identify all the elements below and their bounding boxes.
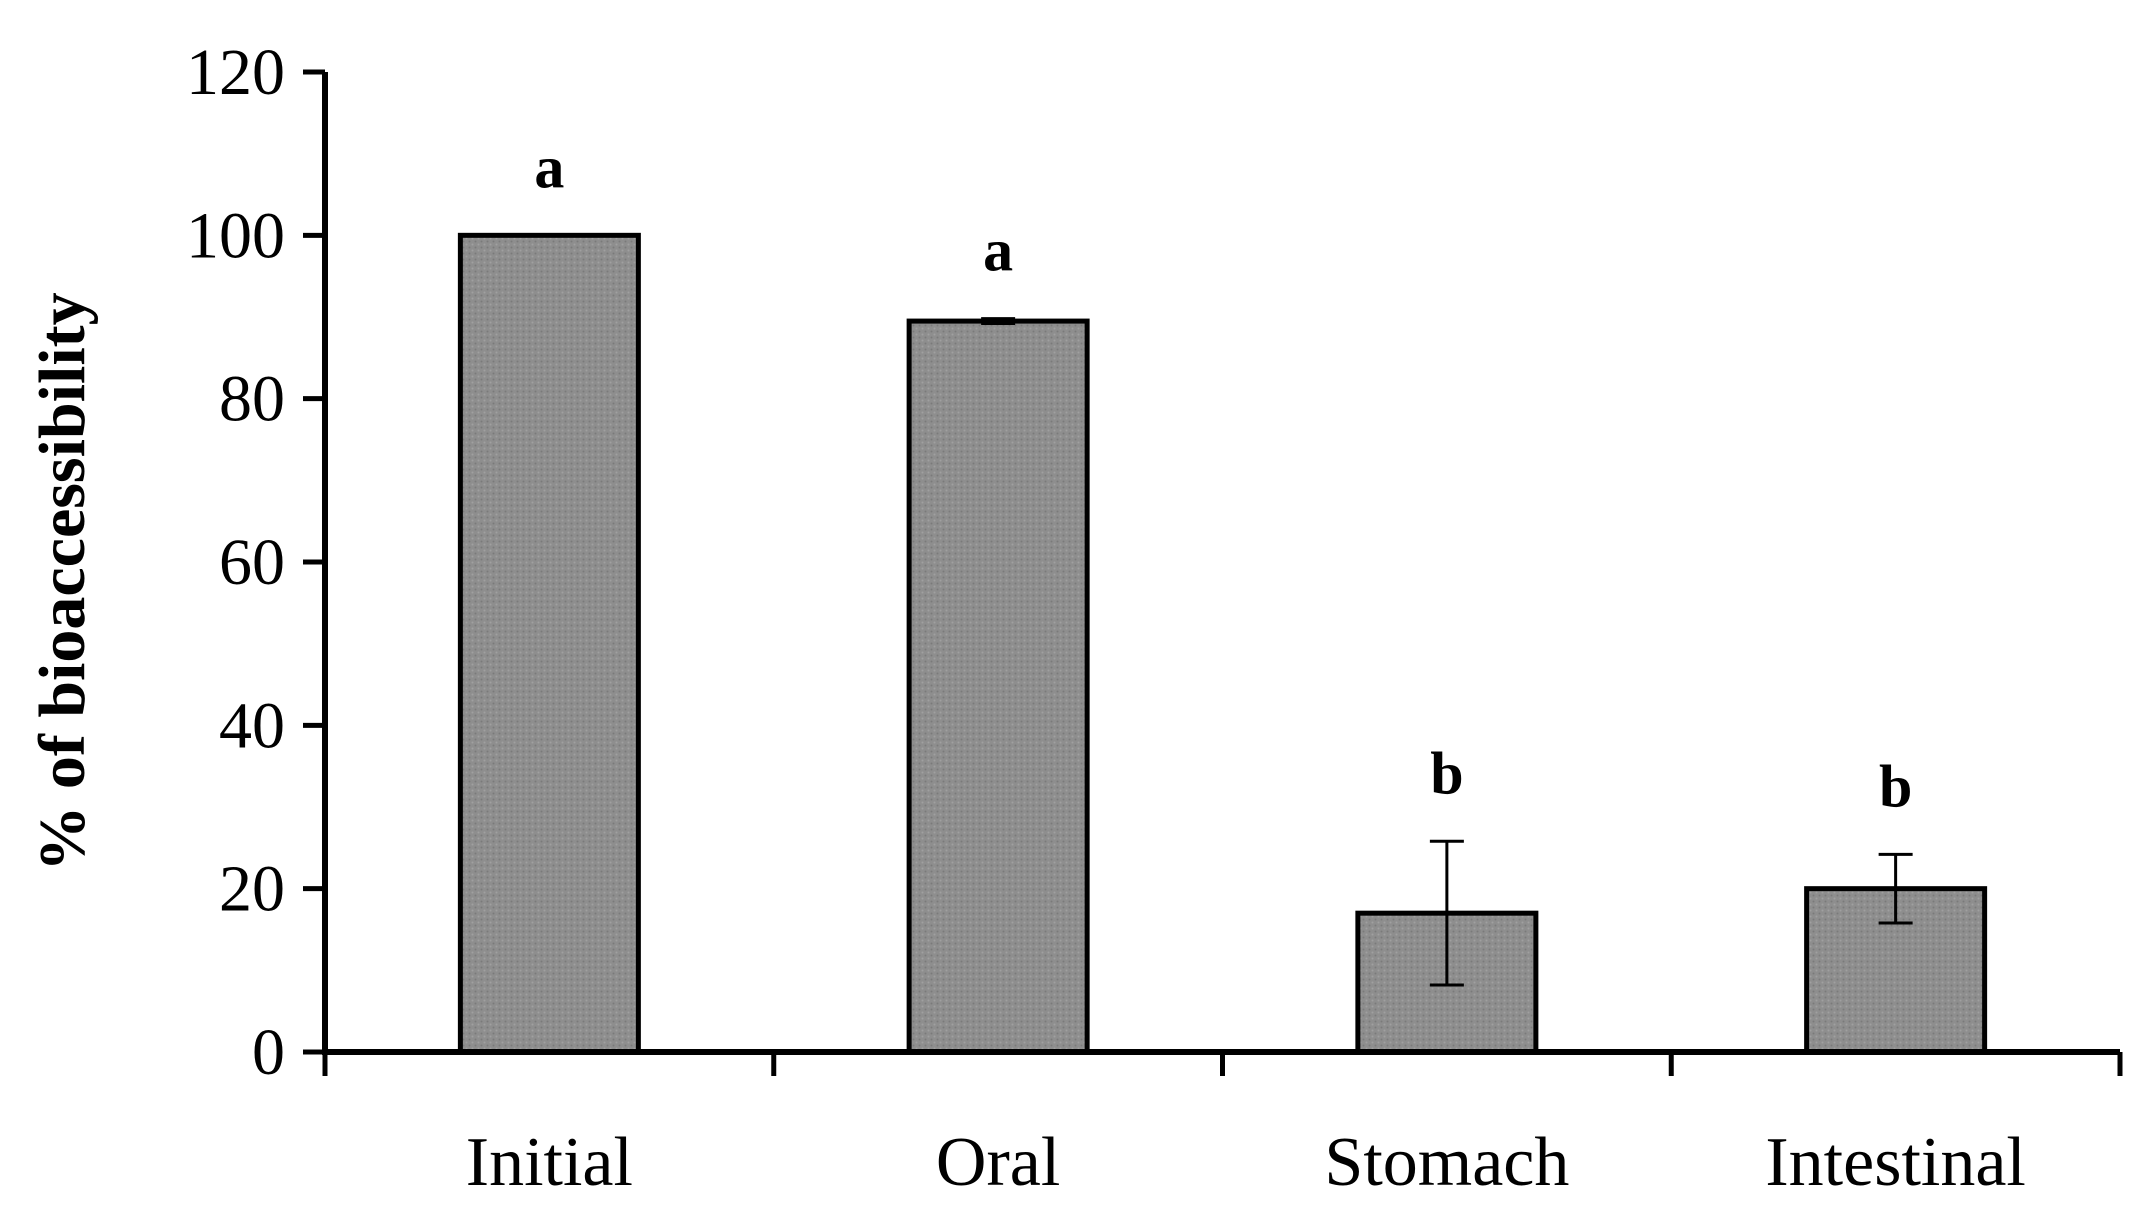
bar-initial	[457, 232, 641, 1055]
significance-label-initial: a	[534, 134, 564, 200]
y-tick-label-40: 40	[219, 689, 285, 762]
x-tick-label-intestinal: Intestinal	[1765, 1124, 2025, 1201]
x-tick-label-oral: Oral	[936, 1124, 1060, 1201]
y-tick-label-120: 120	[186, 36, 285, 109]
error-bars-layer	[981, 317, 1913, 987]
y-tick-label-80: 80	[219, 363, 285, 436]
y-axis-title: % of bioaccessibility	[26, 292, 99, 871]
y-tick-label-0: 0	[252, 1016, 285, 1089]
y-tick-label-20: 20	[219, 853, 285, 926]
bar-oral	[906, 318, 1090, 1055]
axes-layer	[303, 69, 2123, 1076]
significance-label-stomach: b	[1430, 740, 1463, 806]
y-tick-label-100: 100	[186, 199, 285, 272]
bars-layer	[457, 232, 1988, 1055]
x-tick-label-stomach: Stomach	[1324, 1124, 1569, 1201]
x-tick-label-initial: Initial	[466, 1124, 633, 1201]
significance-label-intestinal: b	[1879, 753, 1912, 819]
significance-label-oral: a	[983, 218, 1013, 284]
y-tick-label-60: 60	[219, 526, 285, 599]
labels-layer: a Initial a Oral b Stomach b Intestinal 0 20 40 60 8…	[26, 36, 2026, 1201]
